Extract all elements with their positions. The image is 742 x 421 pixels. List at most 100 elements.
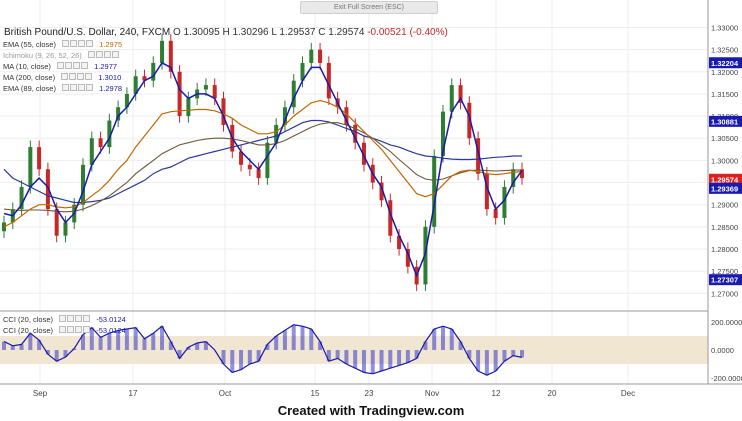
candle <box>186 91 191 123</box>
cci-line <box>3 324 523 376</box>
legend-label: EMA (55, close) <box>3 40 56 49</box>
candle-body <box>177 71 182 117</box>
candle-body <box>116 107 121 121</box>
candle-body <box>458 85 463 103</box>
ohlc-values: O 1.30095 H 1.30296 L 1.29537 C 1.29574 <box>172 27 365 38</box>
candle-body <box>203 85 208 90</box>
candle-body <box>432 155 437 227</box>
candle-body <box>98 138 103 148</box>
price-flag-bg <box>709 57 742 69</box>
price-flag-bg <box>709 173 742 185</box>
candle <box>484 167 489 216</box>
cci-tick: 200.0000 <box>711 318 742 327</box>
candle-body <box>54 209 59 236</box>
cci-tick: -200.0000 <box>711 374 742 383</box>
legend-buttons[interactable] <box>59 326 91 336</box>
candle-body <box>388 200 393 236</box>
time-tick: Sep <box>33 389 48 398</box>
price-flag: 1.27307 <box>709 274 742 286</box>
legend-buttons[interactable] <box>57 62 89 72</box>
price-tick: 1.31500 <box>711 90 738 99</box>
ema89-line <box>3 122 522 213</box>
cci-tick: 0.0000 <box>711 346 734 355</box>
candle-body <box>467 102 472 139</box>
price-flag-bg <box>709 274 742 286</box>
candle-body <box>326 62 331 99</box>
cci-axis[interactable]: 200.0000 0.0000 -200.0000 <box>711 318 742 383</box>
candle-body <box>124 93 129 108</box>
candle <box>168 34 173 79</box>
price-flag: 1.32204 <box>709 57 742 69</box>
candle <box>361 136 366 172</box>
candle <box>221 91 226 132</box>
candle-body <box>309 49 314 63</box>
price-tick: 1.27000 <box>711 289 738 298</box>
legend-buttons[interactable] <box>61 73 93 83</box>
candle-body <box>168 40 173 72</box>
price-flag-bg <box>709 182 742 194</box>
candle <box>326 56 331 106</box>
price-flag: 1.29369 <box>709 182 742 194</box>
legend-ichimoku[interactable]: Ichimoku (9, 26, 52, 26) <box>3 51 120 61</box>
candle-body <box>476 138 481 174</box>
candle-body <box>265 142 270 179</box>
candle <box>63 215 68 243</box>
cci-legend-2[interactable]: CCI (20, close) -53.0124 <box>3 326 126 336</box>
candle <box>239 144 244 172</box>
candle <box>432 149 437 234</box>
symbol-header: British Pound/U.S. Dollar, 240, FXCM O 1… <box>4 27 448 38</box>
candle-body <box>440 111 445 156</box>
credit-text: Created with Tradingview.com <box>277 403 465 418</box>
price-flag: 1.29574 <box>709 173 742 185</box>
time-axis[interactable]: Sep 17 Oct 15 23 Nov 12 20 Dec <box>33 389 635 398</box>
cci-label: CCI (20, close) <box>3 315 54 324</box>
candle-body <box>247 164 252 170</box>
candle-body <box>2 222 6 232</box>
price-tick: 1.32000 <box>711 68 738 77</box>
candle <box>493 202 498 225</box>
grid <box>0 0 708 384</box>
candle-body <box>151 62 156 81</box>
candle <box>282 100 287 132</box>
price-flag-bg <box>709 115 742 127</box>
legend-buttons[interactable] <box>59 315 91 325</box>
price-flag-text: 1.29574 <box>711 175 739 184</box>
legend-label: EMA (89, close) <box>3 84 56 93</box>
cci-histogram <box>2 324 524 376</box>
symbol-name[interactable]: British Pound/U.S. Dollar, 240, FXCM <box>4 27 171 38</box>
ma10-line <box>3 61 523 278</box>
candle-body <box>291 80 296 108</box>
legend-buttons[interactable] <box>62 84 94 94</box>
legend-ma10[interactable]: MA (10, close) 1.2977 <box>3 62 117 72</box>
candle <box>291 74 296 114</box>
candle-body <box>19 186 24 210</box>
candle-body <box>493 209 498 218</box>
time-tick: Dec <box>621 389 635 398</box>
legend-ma200[interactable]: MA (200, close) 1.3010 <box>3 73 121 83</box>
price-tick: 1.33000 <box>711 24 738 33</box>
cci-legend-1[interactable]: CCI (20, close) -53.0124 <box>3 315 126 325</box>
legend-value: 1.2978 <box>99 84 123 93</box>
price-tick: 1.29000 <box>711 201 738 210</box>
change-value: -0.00521 (-0.40%) <box>367 27 448 38</box>
legend-buttons[interactable] <box>87 51 120 61</box>
candle-body <box>221 98 226 125</box>
candle-body <box>300 62 305 81</box>
candle-body <box>397 235 402 249</box>
legend-ema55[interactable]: EMA (55, close) 1.2975 <box>3 40 122 50</box>
price-tick: 1.30500 <box>711 134 738 143</box>
legend-buttons[interactable] <box>62 40 94 50</box>
time-tick: 23 <box>365 389 374 398</box>
candle-body <box>45 169 50 210</box>
candle-body <box>405 248 410 267</box>
exit-fullscreen-button[interactable]: Exit Full Screen (ESC) <box>300 1 438 14</box>
candle-body <box>37 147 42 170</box>
candle-body <box>107 120 112 148</box>
time-tick: 15 <box>311 389 320 398</box>
legend-value: 1.3010 <box>98 73 122 82</box>
candle <box>502 180 507 225</box>
legend-ema89[interactable]: EMA (89, close) 1.2978 <box>3 84 122 94</box>
